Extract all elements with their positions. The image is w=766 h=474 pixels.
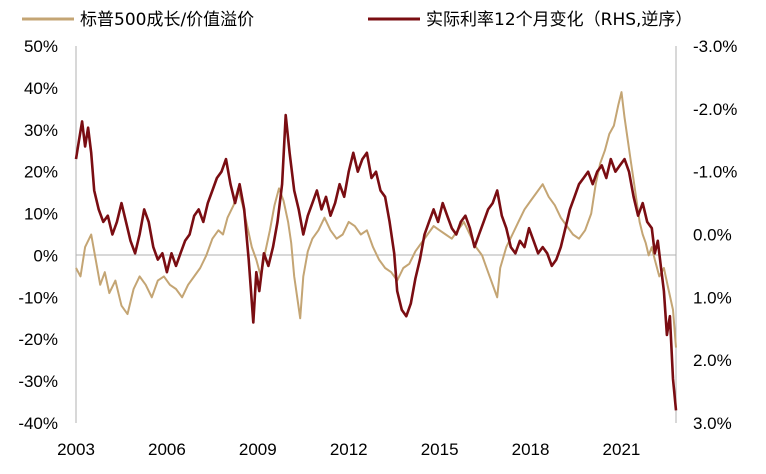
right-tick-label: 1.0% xyxy=(693,288,732,307)
left-tick-label: 30% xyxy=(24,121,58,140)
left-tick-label: 50% xyxy=(24,37,58,56)
right-tick-label: -2.0% xyxy=(693,100,737,119)
left-tick-label: 20% xyxy=(24,163,58,182)
series-layer xyxy=(74,91,678,411)
left-tick-label: -20% xyxy=(18,330,58,349)
right-tick-label: 2.0% xyxy=(693,351,732,370)
legend-label-real-rate: 实际利率12个月变化（RHS,逆序） xyxy=(426,10,692,30)
x-tick-label: 2006 xyxy=(148,440,186,459)
legend-label-growth-value: 标普500成长/价值溢价 xyxy=(80,10,254,30)
right-tick-label: 0.0% xyxy=(693,226,732,245)
left-tick-label: 0% xyxy=(33,246,58,265)
x-tick-label: 2021 xyxy=(603,440,641,459)
left-axis-ticks: -40% -30% -20% -10% 0% 10% 20% 30% 40% 50% xyxy=(18,37,58,433)
x-axis-ticks: 2003 2006 2009 2012 2015 2018 2021 xyxy=(57,440,640,459)
series-line-real-rate xyxy=(74,113,678,411)
legend: 标普500成长/价值溢价 实际利率12个月变化（RHS,逆序） xyxy=(22,10,692,30)
x-tick-label: 2018 xyxy=(512,440,550,459)
right-tick-label: -3.0% xyxy=(693,37,737,56)
x-tick-label: 2003 xyxy=(57,440,95,459)
x-tick-label: 2009 xyxy=(239,440,277,459)
x-tick-label: 2015 xyxy=(421,440,459,459)
right-tick-label: 3.0% xyxy=(693,414,732,433)
left-tick-label: -10% xyxy=(18,288,58,307)
left-tick-label: -30% xyxy=(18,372,58,391)
x-tick-label: 2012 xyxy=(330,440,368,459)
right-axis-ticks: -3.0% -2.0% -1.0% 0.0% 1.0% 2.0% 3.0% xyxy=(693,37,737,433)
left-tick-label: 10% xyxy=(24,205,58,224)
left-tick-label: 40% xyxy=(24,79,58,98)
series-line-growth-value xyxy=(75,91,677,348)
left-tick-label: -40% xyxy=(18,414,58,433)
right-tick-label: -1.0% xyxy=(693,163,737,182)
